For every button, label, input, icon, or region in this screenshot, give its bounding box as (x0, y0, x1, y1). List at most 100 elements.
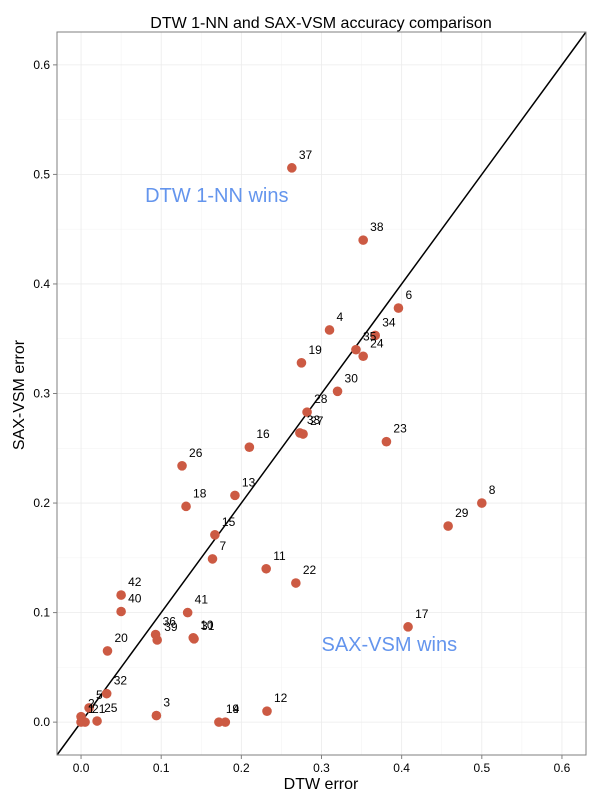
x-axis-title: DTW error (284, 776, 359, 793)
point-label-5: 5 (96, 688, 103, 702)
point-label-1: 1 (88, 702, 95, 716)
point-label-35: 35 (363, 330, 377, 344)
y-tick-label-4: 0.4 (33, 277, 50, 291)
point-7 (207, 554, 218, 564)
point-label-36: 36 (163, 615, 177, 629)
reference-line-layer (56, 31, 587, 756)
point-label-11: 11 (273, 549, 286, 563)
point-35 (351, 344, 361, 355)
point-17 (403, 622, 413, 632)
y-tick-label-0: 0.0 (33, 715, 50, 729)
point-label-14: 14 (226, 702, 240, 716)
point-label-22: 22 (303, 563, 317, 577)
grid (57, 32, 586, 755)
point-41 (182, 607, 193, 618)
point-9 (220, 717, 231, 727)
point-5 (84, 703, 94, 713)
point-30 (332, 386, 343, 397)
point-label-31: 31 (201, 619, 215, 633)
point-label-41: 41 (195, 593, 209, 607)
point-16 (244, 442, 255, 452)
point-label-29: 29 (455, 506, 469, 520)
point-label-8: 8 (489, 483, 496, 497)
point-18 (181, 501, 191, 512)
point-label-26: 26 (189, 446, 203, 460)
point-29 (443, 521, 453, 531)
x-tick-label-4: 0.4 (393, 761, 410, 775)
point-40 (116, 606, 126, 617)
point-22 (291, 578, 301, 588)
point-12 (262, 706, 272, 716)
y-axis-title: SAX-VSM error (11, 339, 28, 450)
point-label-42: 42 (128, 575, 142, 589)
point-label-19: 19 (308, 343, 322, 357)
point-20 (102, 646, 113, 656)
point-label-23: 23 (393, 422, 407, 436)
x-tick-label-1: 0.1 (153, 761, 170, 775)
point-label-16: 16 (256, 427, 270, 441)
point-39 (152, 635, 162, 645)
point-label-7: 7 (219, 539, 226, 553)
points-layer (76, 163, 487, 727)
point-3 (151, 710, 162, 721)
point-label-21: 21 (92, 702, 106, 716)
point-23 (381, 436, 392, 447)
point-label-24: 24 (370, 336, 384, 350)
point-38 (358, 235, 368, 245)
y-tick-label-6: 0.6 (33, 58, 50, 72)
point-label-30: 30 (345, 371, 359, 385)
point-28 (302, 407, 312, 417)
x-tick-label-3: 0.3 (313, 761, 330, 775)
point-31 (189, 634, 199, 644)
y-tick-label-5: 0.5 (33, 167, 50, 181)
point-label-33: 33 (307, 413, 321, 427)
point-label-20: 20 (114, 631, 128, 645)
point-label-18: 18 (193, 486, 207, 500)
point-label-27: 27 (310, 414, 324, 428)
x-tick-label-2: 0.2 (233, 761, 250, 775)
annotation-1: SAX-VSM wins (322, 634, 458, 656)
point-4 (324, 325, 335, 335)
point-8 (477, 498, 487, 508)
point-label-38: 38 (370, 220, 384, 234)
point-27 (298, 429, 308, 439)
point-label-10: 10 (200, 618, 214, 632)
point-26 (177, 461, 187, 471)
point-label-39: 39 (164, 620, 178, 634)
y-tick-label-2: 0.2 (33, 496, 50, 510)
point-21 (80, 717, 90, 727)
point-label-17: 17 (415, 607, 429, 621)
point-label-3: 3 (163, 696, 170, 710)
point-label-2: 2 (88, 697, 95, 711)
point-19 (296, 358, 307, 368)
point-label-6: 6 (405, 288, 412, 302)
x-tick-label-6: 0.6 (554, 761, 571, 775)
point-label-28: 28 (314, 392, 328, 406)
y-tick-label-1: 0.1 (33, 606, 50, 620)
point-label-15: 15 (222, 515, 236, 529)
point-42 (116, 590, 126, 600)
point-label-4: 4 (337, 310, 344, 324)
point-15 (210, 530, 220, 540)
x-tick-label-0: 0.0 (73, 761, 90, 775)
point-6 (393, 303, 404, 313)
point-34 (370, 330, 381, 341)
point-label-13: 13 (242, 475, 256, 489)
point-label-9: 9 (232, 702, 239, 716)
annotations-layer: DTW 1-NN wins SAX-VSM wins (145, 185, 457, 656)
point-11 (261, 563, 271, 574)
point-label-12: 12 (274, 691, 288, 705)
y-tick-label-3: 0.3 (33, 387, 50, 401)
point-32 (101, 688, 112, 699)
point-label-25: 25 (104, 701, 118, 715)
axes: 0.0 0.1 0.2 0.3 0.4 0.5 0.6 0.0 0.1 0.2 0.3 0.4 0.5 0… (33, 58, 570, 775)
chart-title: DTW 1-NN and SAX-VSM accuracy comparison (150, 15, 491, 32)
x-tick-label-5: 0.5 (473, 761, 490, 775)
point-37 (287, 163, 297, 173)
point-label-37: 37 (299, 148, 313, 162)
point-13 (230, 490, 240, 501)
reference-line-y-equals-x (56, 31, 587, 756)
